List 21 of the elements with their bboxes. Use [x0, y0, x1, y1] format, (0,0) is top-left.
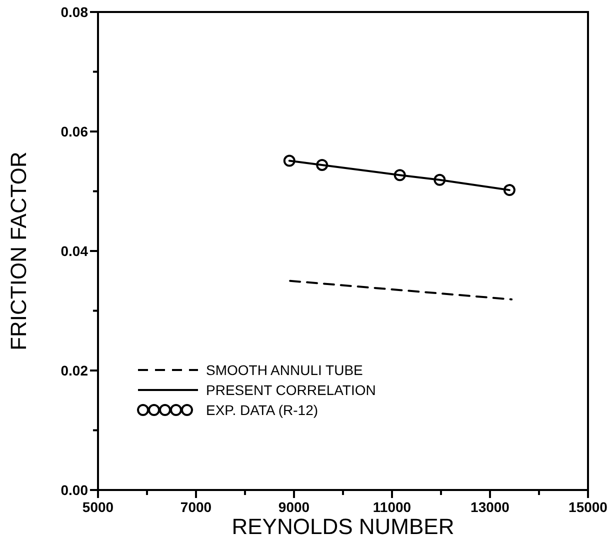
legend-label: PRESENT CORRELATION: [206, 382, 376, 398]
point: [316, 158, 328, 171]
y-tick-label: 0.04: [60, 242, 88, 259]
point: [283, 154, 296, 167]
x-axis-title: REYNOLDS NUMBER: [232, 514, 454, 539]
point: [394, 169, 406, 182]
y-tick-label: 0.00: [60, 482, 88, 498]
x-tick-label: 9000: [278, 499, 310, 515]
x-tick-label: 15000: [568, 499, 608, 515]
y-tick-label: 0.08: [60, 4, 88, 20]
x-tick-label: 13000: [470, 499, 510, 515]
legend-label: EXP. DATA (R-12): [206, 402, 318, 418]
x-tick-label: 11000: [372, 499, 412, 515]
point: [503, 184, 516, 196]
x-tick-label: 7000: [180, 499, 212, 515]
y-axis-title: FRICTION FACTOR: [6, 152, 31, 350]
point: [434, 174, 446, 186]
y-tick-label: 0.06: [60, 123, 88, 140]
legend-label: SMOOTH ANNULI TUBE: [206, 362, 363, 378]
x-tick-label: 5000: [82, 499, 114, 515]
y-tick-label: 0.02: [60, 362, 88, 378]
